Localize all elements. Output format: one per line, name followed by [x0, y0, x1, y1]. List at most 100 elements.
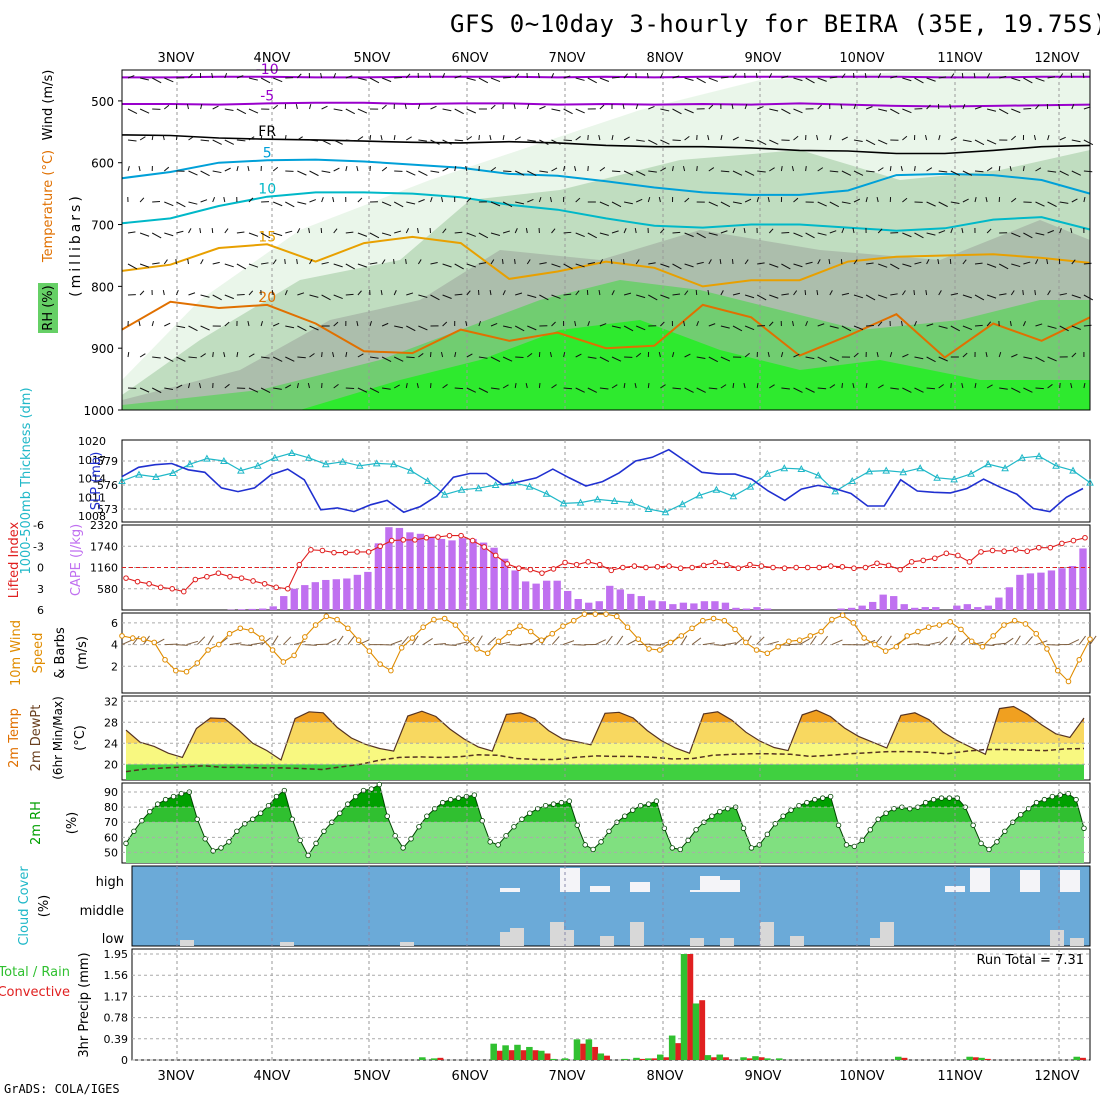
wind-speed-point — [1022, 621, 1029, 627]
wind-barb — [719, 258, 722, 265]
wind-barb — [260, 77, 271, 84]
wind-barb — [1070, 227, 1073, 234]
wind-barb — [744, 259, 749, 265]
wind-barb — [841, 201, 851, 205]
wind-barb — [321, 139, 331, 145]
wind-barb — [248, 108, 259, 114]
wind-barb — [840, 103, 843, 110]
cape-bar — [364, 571, 372, 610]
wind-barb — [442, 139, 452, 145]
wind-barb — [514, 170, 525, 176]
li-point — [215, 570, 222, 576]
wind-speed-point — [323, 613, 330, 620]
wind-barb — [514, 258, 516, 265]
wind-barb — [1023, 356, 1033, 360]
wind-speed-point — [635, 636, 642, 642]
wind-barb — [1011, 77, 1021, 82]
wind-barb — [1023, 261, 1031, 265]
wind-barb — [599, 167, 606, 172]
cloud-low-bar — [180, 940, 194, 946]
rh-point — [384, 813, 390, 819]
wind-barb — [526, 259, 531, 265]
y-tick-label: 1.56 — [104, 969, 129, 982]
rh-point — [835, 822, 842, 828]
wind-barb — [648, 139, 658, 146]
wind-speed-point — [775, 643, 781, 650]
rh-point — [471, 792, 478, 798]
wind-barb — [938, 356, 948, 362]
thickness-point — [559, 499, 568, 507]
rh-point — [1017, 811, 1024, 818]
wind-speed-point — [538, 637, 545, 644]
wind-barb — [405, 228, 410, 234]
chart-title: GFS 0~10day 3-hourly for BEIRA (35E, 19.… — [450, 10, 1100, 38]
wind-barb — [551, 384, 557, 389]
precip-total-bar — [621, 1058, 628, 1060]
rh-point — [147, 808, 153, 815]
cape-bar — [1016, 574, 1024, 610]
wind-barb — [429, 72, 431, 79]
wind-barb — [1059, 170, 1069, 176]
wind-barb — [442, 384, 448, 389]
wind-barb — [986, 108, 997, 112]
li-point — [689, 564, 695, 571]
wind-barb — [224, 228, 229, 234]
wind-barb — [1035, 77, 1045, 82]
wind-speed-point — [517, 623, 523, 629]
wind-barb — [890, 75, 898, 79]
wind-barb — [914, 387, 924, 393]
wind-barb — [381, 201, 392, 207]
wind-barb — [599, 232, 609, 236]
wind-barb — [563, 293, 572, 296]
wind-barb — [986, 321, 992, 327]
rh-point — [162, 796, 169, 803]
rh-point — [131, 828, 137, 835]
wind-barb — [817, 387, 827, 390]
thickness-point — [780, 464, 789, 472]
rh-point — [519, 816, 525, 822]
y-tick-label: 6 — [37, 604, 44, 617]
wind-barb — [1036, 640, 1048, 646]
precip-total-bar — [430, 1058, 438, 1060]
wind-barb — [127, 231, 136, 234]
wind-speed-point — [269, 647, 276, 653]
wind-barb — [769, 108, 779, 112]
wind-barb — [852, 382, 855, 389]
wind-barb — [1010, 290, 1015, 296]
wind-barb — [974, 196, 977, 203]
wind-barb — [285, 325, 295, 329]
thickness-point — [678, 500, 687, 508]
wind-barb — [563, 387, 573, 390]
wind-speed-point — [710, 615, 717, 622]
wind-barb — [1059, 136, 1066, 141]
rh-point — [249, 816, 256, 822]
wind-speed-point — [302, 634, 308, 640]
wind-barb — [575, 136, 581, 141]
li-point — [504, 561, 511, 567]
y-tick-label: -3 — [33, 540, 44, 553]
wind-barb — [297, 73, 302, 79]
li-point — [354, 549, 360, 555]
wind-barb — [321, 105, 328, 110]
y-tick-label: 900 — [91, 342, 114, 356]
y-tick-label: 24 — [104, 737, 118, 750]
li-point — [781, 565, 788, 572]
wind-barb — [357, 387, 368, 393]
wind-barb — [636, 325, 646, 331]
y-tick-label: 1160 — [90, 562, 118, 575]
wind-barb — [416, 382, 419, 389]
li-point — [527, 566, 534, 573]
wind-barb — [575, 353, 582, 358]
wind-barb — [611, 134, 614, 141]
wind-barb — [950, 201, 960, 204]
wind-barb — [405, 73, 411, 79]
thickness-point — [423, 476, 432, 484]
wind-barb — [551, 636, 560, 645]
rh-point — [582, 842, 588, 848]
wind-barb — [562, 640, 575, 646]
precip-conv-bar — [758, 1057, 765, 1060]
temp-band-fill — [126, 764, 1084, 780]
wind-barb — [971, 641, 984, 646]
wind-barb — [962, 104, 966, 110]
wind-barb — [551, 73, 555, 79]
